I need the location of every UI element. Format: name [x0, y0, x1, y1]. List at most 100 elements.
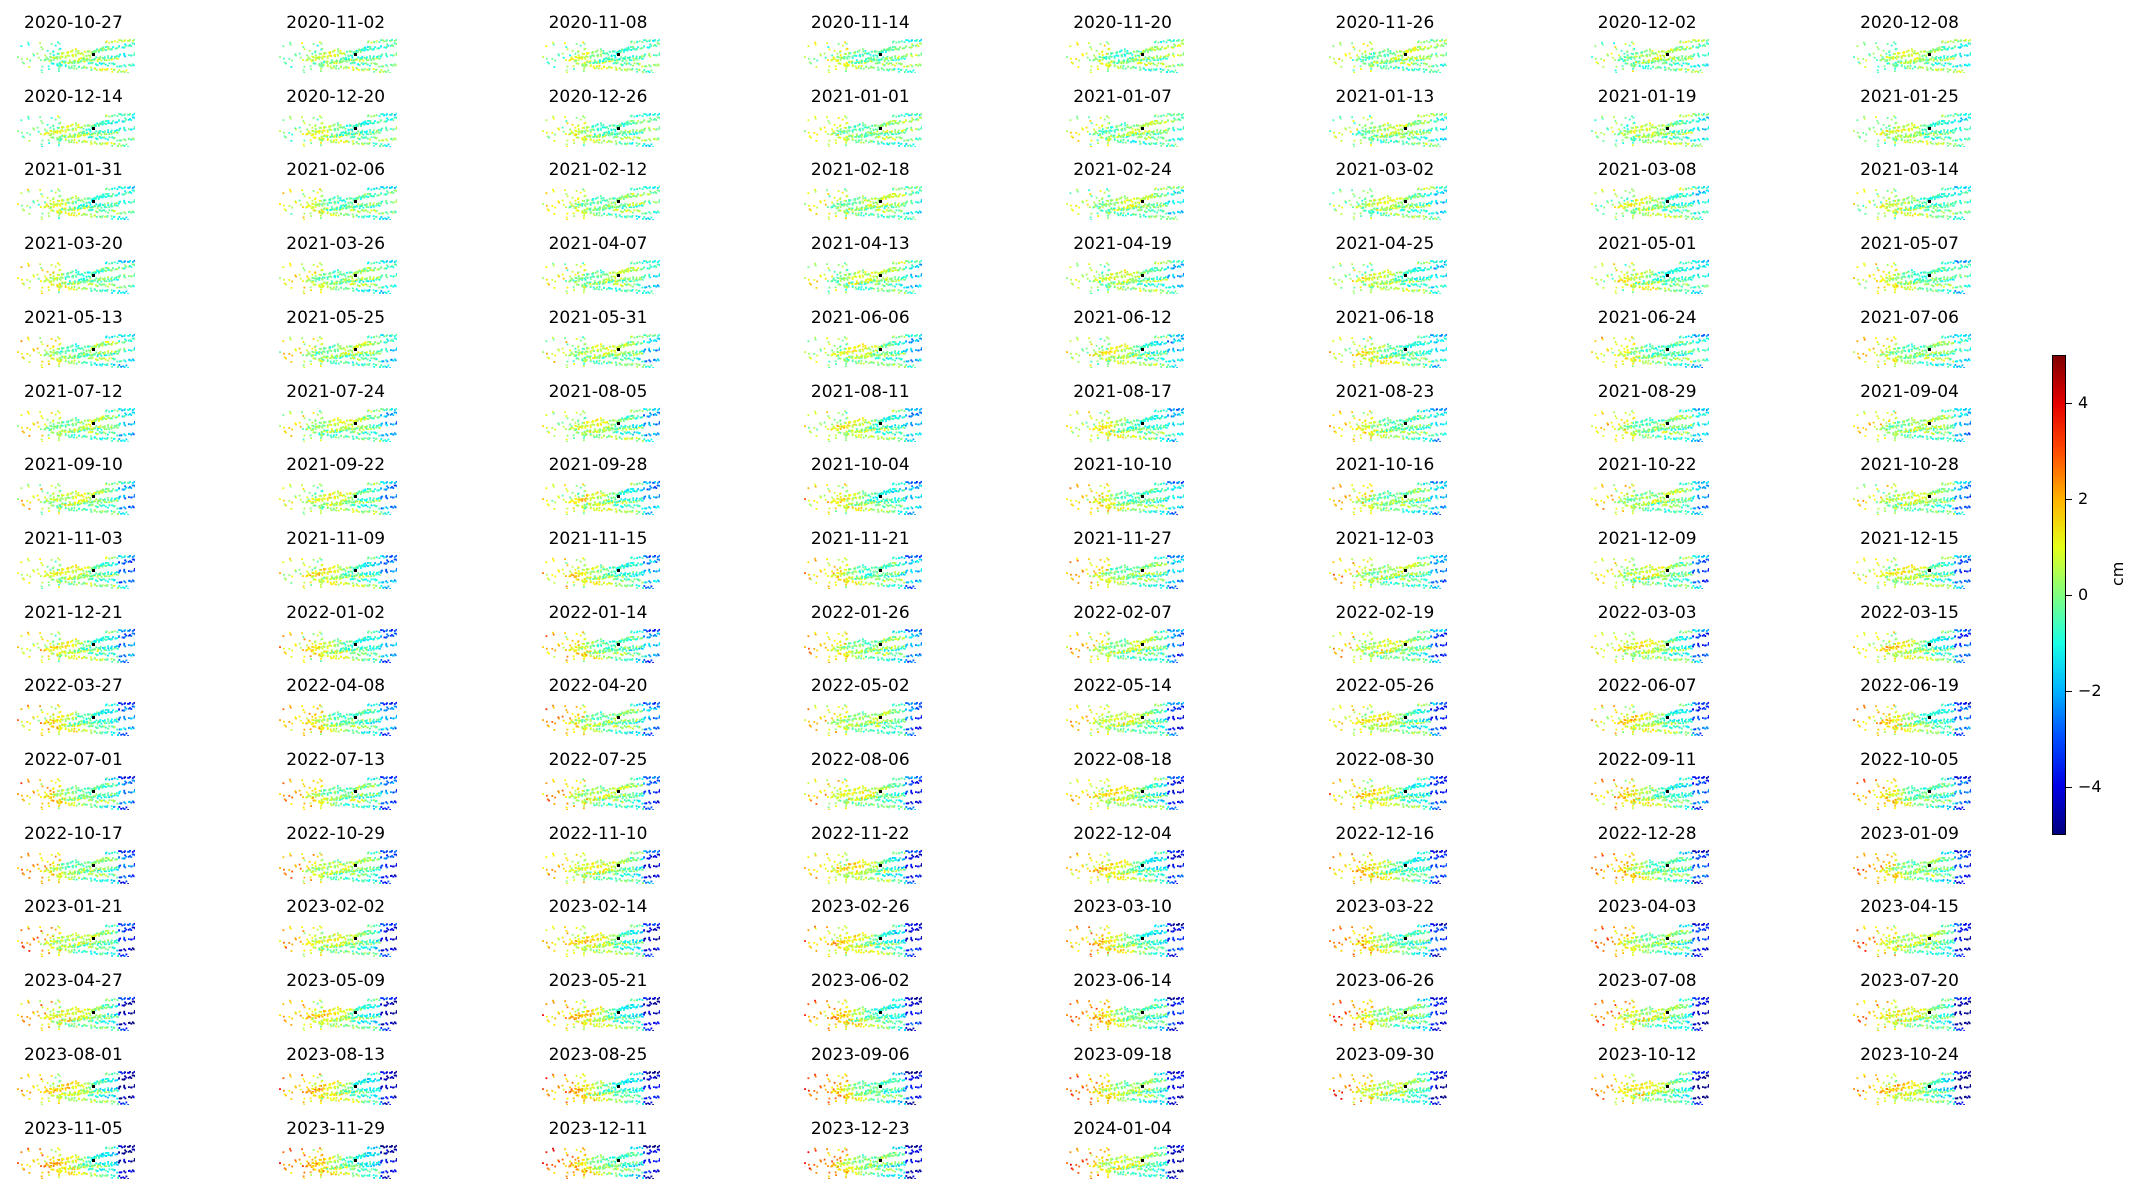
pixel-point [370, 41, 373, 44]
pixel-point [902, 47, 904, 50]
pixel-point [1359, 132, 1361, 134]
pixel-point [95, 50, 98, 52]
pixel-point [1097, 60, 1100, 63]
pixel-point [1920, 50, 1923, 53]
pixel-point [309, 132, 312, 134]
pixel-point [609, 124, 611, 127]
pixel-point [546, 135, 549, 137]
pixel-point [394, 63, 396, 66]
pixel-point [616, 135, 619, 138]
pixel-point [603, 131, 605, 134]
pixel-point [1139, 140, 1141, 142]
pixel-point [890, 56, 893, 59]
pixel-point [343, 131, 346, 134]
pixel-point [80, 130, 83, 133]
pixel-point [124, 112, 126, 115]
pixel-point [1410, 142, 1413, 145]
pixel-point [101, 136, 104, 138]
pixel-point [308, 123, 311, 126]
pixel-point [630, 114, 633, 116]
pixel-point [28, 66, 31, 68]
pixel-point [133, 53, 135, 56]
pixel-point [1897, 61, 1899, 64]
pixel-point [1647, 61, 1650, 63]
pixel-point [1111, 125, 1114, 128]
pixel-point [1373, 129, 1375, 132]
pixel-point [1116, 139, 1119, 142]
pixel-point [1370, 136, 1373, 139]
pixel-point [1153, 142, 1156, 145]
pixel-point [330, 139, 332, 142]
pixel-point [864, 133, 867, 136]
pixel-point [871, 50, 874, 53]
pixel-point [874, 128, 877, 130]
pixel-point [1386, 53, 1388, 56]
pixel-point [1416, 119, 1419, 122]
pixel-point [1897, 53, 1900, 55]
pixel-point [91, 53, 93, 55]
pixel-point [1913, 52, 1916, 54]
pixel-point [68, 135, 71, 138]
pixel-point [1402, 59, 1404, 62]
pixel-point [903, 57, 906, 60]
pixel-point [1147, 123, 1150, 126]
pixel-point [626, 68, 629, 71]
pixel-point [1377, 125, 1380, 128]
pixel-point [1414, 57, 1417, 60]
pixel-point [911, 55, 913, 58]
pixel-point [1621, 65, 1624, 68]
pixel-point [1934, 48, 1937, 51]
pixel-point [604, 133, 607, 136]
pixel-point [71, 49, 74, 52]
pixel-point [1101, 132, 1104, 135]
pixel-point [547, 62, 550, 65]
pixel-point [845, 126, 847, 129]
pixel-point [1355, 58, 1358, 61]
pixel-point [1361, 126, 1363, 129]
pixel-point [64, 55, 67, 58]
pixel-point [625, 69, 628, 72]
pixel-point [855, 61, 857, 64]
pixel-point [1123, 53, 1126, 56]
pixel-point [918, 40, 921, 42]
pixel-point [77, 134, 79, 137]
pixel-point [1090, 145, 1093, 147]
pixel-point [841, 44, 844, 47]
pixel-point [1362, 43, 1364, 45]
pixel-point [373, 131, 376, 134]
pixel-point [110, 68, 113, 70]
pixel-point [393, 42, 396, 45]
pixel-point [82, 133, 85, 136]
pixel-point [359, 130, 362, 133]
pixel-point [894, 119, 897, 122]
pixel-point [120, 138, 123, 141]
pixel-point [1630, 58, 1632, 60]
pixel-point [100, 49, 103, 52]
pixel-point [1939, 48, 1942, 51]
pixel-point [857, 65, 860, 68]
pixel-point [316, 130, 318, 132]
pixel-point [1118, 124, 1121, 127]
pixel-point [1917, 57, 1920, 60]
pixel-point [888, 123, 891, 126]
pixel-point [1949, 40, 1952, 43]
pixel-point [579, 44, 582, 47]
pixel-point [598, 65, 600, 67]
pixel-point [845, 135, 848, 138]
pixel-point [1416, 41, 1419, 44]
pixel-point [391, 112, 394, 115]
pixel-point [48, 68, 50, 70]
pixel-point [1162, 131, 1165, 134]
pixel-point [61, 61, 63, 64]
pixel-point [1915, 52, 1918, 55]
pixel-point [1115, 54, 1118, 57]
pixel-point [869, 56, 872, 59]
pixel-point [1162, 69, 1164, 71]
pixel-point [1174, 69, 1177, 72]
pixel-point [111, 144, 113, 147]
pixel-point [1144, 130, 1147, 132]
pixel-point [1394, 130, 1397, 133]
pixel-point [1943, 57, 1946, 59]
pixel-point [837, 56, 839, 58]
pixel-point [1103, 44, 1106, 47]
